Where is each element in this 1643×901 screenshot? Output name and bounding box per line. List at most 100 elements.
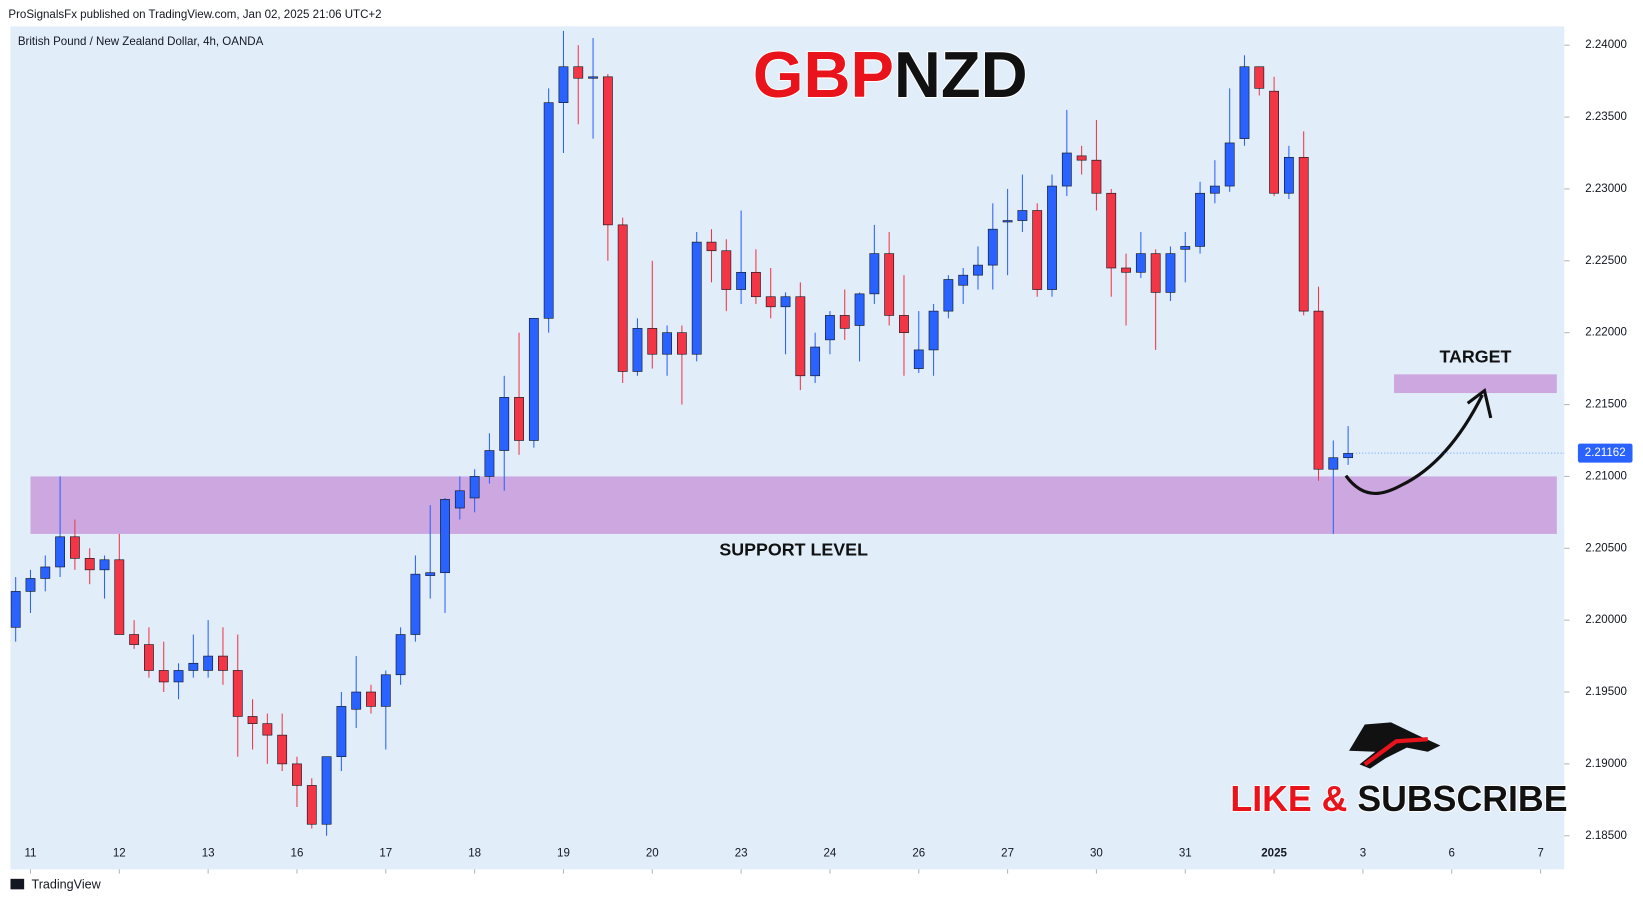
x-tick-label: 16	[291, 848, 304, 860]
candle-body	[662, 332, 672, 355]
last-price-tag	[1577, 443, 1633, 463]
candle-body	[188, 662, 199, 671]
y-tick-label: 2.23000	[1585, 183, 1627, 195]
candle-body	[440, 499, 450, 574]
y-tick-label: 2.23500	[1585, 111, 1627, 123]
y-tick-label: 2.20500	[1585, 542, 1627, 554]
x-tick-label: 12	[113, 848, 126, 860]
candle-body	[262, 723, 273, 736]
candle-body	[129, 634, 140, 645]
zones: SUPPORT LEVEL TARGET	[30, 346, 1557, 559]
arrow	[1344, 394, 1484, 495]
candle-body	[144, 644, 154, 671]
candle-body	[1061, 152, 1072, 187]
x-tick-label: 30	[1090, 848, 1103, 860]
candle-body	[1002, 220, 1013, 223]
candle-body	[10, 591, 21, 628]
candle-body	[366, 691, 376, 707]
candle-body	[173, 670, 184, 683]
candle-body	[380, 674, 391, 707]
x-tick-label: 19	[557, 848, 570, 860]
candle-body	[943, 279, 954, 312]
cta-part: SUBSCRIBE	[1357, 780, 1567, 820]
candle-body	[928, 310, 939, 351]
y-tick-label: 2.20000	[1585, 614, 1627, 626]
y-tick-label: 2.19500	[1585, 686, 1627, 698]
candle-body	[158, 670, 169, 683]
candle-body	[306, 785, 317, 825]
footer: TradingView	[31, 877, 101, 891]
candle-body	[292, 763, 302, 786]
candle-body	[780, 296, 791, 308]
candle-body	[1224, 142, 1235, 187]
candle-body	[1017, 210, 1028, 221]
y-tick-label: 2.19000	[1585, 758, 1627, 770]
candles	[10, 30, 1354, 836]
candle-body	[987, 228, 998, 266]
candle-body	[1091, 159, 1102, 194]
plot-area	[10, 26, 1565, 870]
candle-body	[1283, 156, 1294, 194]
x-tick-label: 7	[1537, 848, 1543, 860]
candle-body	[1165, 253, 1176, 293]
candle-body	[1180, 246, 1191, 250]
candle-body	[1328, 457, 1339, 470]
candle-body	[1106, 192, 1117, 269]
candle-body	[854, 293, 865, 326]
candle-body	[203, 655, 214, 671]
candle-body	[736, 271, 747, 290]
x-tick-label: 31	[1179, 848, 1192, 860]
y-tick-label: 2.24000	[1585, 39, 1627, 51]
candle-body	[410, 573, 421, 635]
candle-body	[1135, 253, 1146, 273]
candle-body	[321, 756, 332, 825]
candle-body	[617, 224, 628, 372]
candle-body	[1239, 66, 1250, 139]
x-tick-label: 27	[1001, 848, 1014, 860]
candle-body	[543, 102, 554, 319]
candle-body	[913, 349, 924, 369]
candle-body	[765, 296, 776, 308]
candle-body	[1195, 192, 1205, 247]
candle-body	[573, 66, 584, 79]
x-tick-label: 13	[202, 848, 215, 860]
candle-body	[454, 490, 465, 509]
candle-body	[839, 315, 850, 329]
candle-body	[825, 315, 835, 341]
candle-body	[899, 315, 909, 333]
candle-body	[632, 328, 643, 372]
candle-body	[1076, 155, 1087, 161]
candle-body	[810, 346, 821, 377]
x-tick-label: 20	[646, 848, 659, 860]
candle-body	[691, 241, 702, 355]
candle-body	[1298, 156, 1309, 312]
y-tick-label: 2.22500	[1585, 255, 1627, 267]
candle-body	[55, 536, 65, 568]
zone	[30, 476, 1557, 534]
candle-body	[336, 706, 347, 758]
x-tick-label: 6	[1449, 848, 1455, 860]
candle-body	[484, 450, 495, 477]
candle-body	[588, 76, 598, 79]
candle-body	[751, 271, 761, 298]
zone-label: SUPPORT LEVEL	[719, 539, 868, 559]
candle-body	[958, 274, 969, 286]
candle-body	[99, 559, 110, 571]
arrow-head	[1466, 387, 1493, 419]
candle-body	[499, 397, 510, 451]
candle-body	[602, 76, 613, 226]
candle-body	[1269, 90, 1279, 194]
x-tick-label: 3	[1360, 848, 1366, 860]
candle-body	[1047, 185, 1057, 290]
candle-body	[395, 634, 406, 676]
candle-body	[514, 397, 524, 441]
candle-body	[247, 716, 258, 724]
x-tick-label: 24	[824, 848, 837, 860]
candle-body	[1254, 66, 1265, 89]
candle-body	[1121, 267, 1131, 273]
x-tick-label: 2025	[1261, 848, 1287, 860]
x-tick-label: 11	[24, 848, 36, 860]
candle-body	[25, 578, 36, 592]
